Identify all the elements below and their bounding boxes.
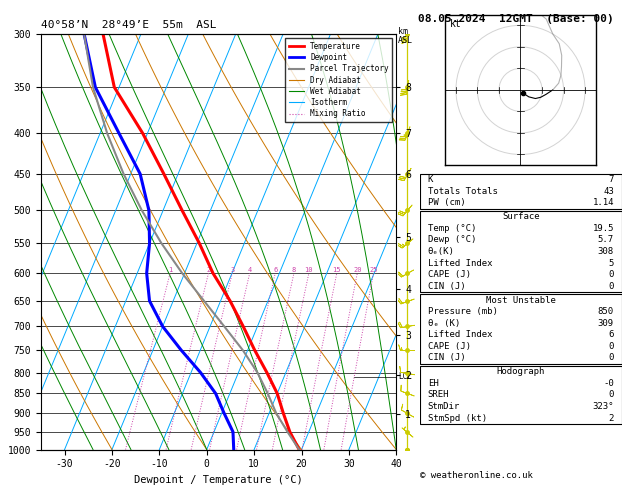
Text: 0: 0 bbox=[609, 282, 614, 291]
X-axis label: Dewpoint / Temperature (°C): Dewpoint / Temperature (°C) bbox=[134, 475, 303, 485]
Text: 43: 43 bbox=[603, 187, 614, 196]
Text: θₑ(K): θₑ(K) bbox=[428, 247, 455, 256]
Text: Hodograph: Hodograph bbox=[497, 367, 545, 376]
Text: SREH: SREH bbox=[428, 390, 449, 399]
Text: LCL: LCL bbox=[399, 372, 413, 382]
Bar bbox=[420, 366, 622, 424]
Text: Temp (°C): Temp (°C) bbox=[428, 224, 476, 233]
Text: 323°: 323° bbox=[593, 402, 614, 411]
Text: 5: 5 bbox=[609, 259, 614, 267]
Text: CAPE (J): CAPE (J) bbox=[428, 270, 470, 279]
Text: 850: 850 bbox=[598, 307, 614, 316]
Text: 15: 15 bbox=[333, 267, 341, 273]
Bar bbox=[420, 211, 622, 292]
Text: -0: -0 bbox=[603, 379, 614, 388]
Text: 5.7: 5.7 bbox=[598, 235, 614, 244]
Text: 4: 4 bbox=[248, 267, 252, 273]
Text: 0: 0 bbox=[609, 342, 614, 351]
Text: 25: 25 bbox=[369, 267, 378, 273]
Text: 0: 0 bbox=[609, 270, 614, 279]
Text: StmSpd (kt): StmSpd (kt) bbox=[428, 414, 487, 422]
Text: 0: 0 bbox=[609, 353, 614, 363]
Y-axis label: hPa: hPa bbox=[0, 232, 2, 252]
Text: 2: 2 bbox=[609, 414, 614, 422]
Text: Most Unstable: Most Unstable bbox=[486, 295, 556, 305]
Text: Totals Totals: Totals Totals bbox=[428, 187, 498, 196]
Text: 309: 309 bbox=[598, 319, 614, 328]
Text: 10: 10 bbox=[304, 267, 313, 273]
Text: Lifted Index: Lifted Index bbox=[428, 330, 492, 339]
Text: EH: EH bbox=[428, 379, 438, 388]
Text: 0: 0 bbox=[609, 390, 614, 399]
Text: 20: 20 bbox=[353, 267, 362, 273]
Text: 19.5: 19.5 bbox=[593, 224, 614, 233]
Text: StmDir: StmDir bbox=[428, 402, 460, 411]
Text: kt: kt bbox=[450, 19, 462, 29]
Text: 6: 6 bbox=[609, 330, 614, 339]
Text: Surface: Surface bbox=[502, 212, 540, 221]
Text: CAPE (J): CAPE (J) bbox=[428, 342, 470, 351]
Text: 7: 7 bbox=[609, 175, 614, 184]
Text: K: K bbox=[428, 175, 433, 184]
Text: © weatheronline.co.uk: © weatheronline.co.uk bbox=[420, 471, 532, 480]
Text: 308: 308 bbox=[598, 247, 614, 256]
Text: θₑ (K): θₑ (K) bbox=[428, 319, 460, 328]
Text: Pressure (mb): Pressure (mb) bbox=[428, 307, 498, 316]
Text: 1: 1 bbox=[168, 267, 172, 273]
Bar bbox=[420, 294, 622, 364]
Text: 3: 3 bbox=[230, 267, 235, 273]
Text: 40°58’N  28°49’E  55m  ASL: 40°58’N 28°49’E 55m ASL bbox=[41, 20, 216, 31]
Text: 08.05.2024  12GMT  (Base: 00): 08.05.2024 12GMT (Base: 00) bbox=[418, 14, 614, 24]
Legend: Temperature, Dewpoint, Parcel Trajectory, Dry Adiabat, Wet Adiabat, Isotherm, Mi: Temperature, Dewpoint, Parcel Trajectory… bbox=[285, 38, 392, 122]
Text: Dewp (°C): Dewp (°C) bbox=[428, 235, 476, 244]
Text: PW (cm): PW (cm) bbox=[428, 198, 465, 208]
Text: 2: 2 bbox=[206, 267, 211, 273]
Text: 1.14: 1.14 bbox=[593, 198, 614, 208]
Text: CIN (J): CIN (J) bbox=[428, 282, 465, 291]
Text: CIN (J): CIN (J) bbox=[428, 353, 465, 363]
Bar bbox=[420, 174, 622, 208]
Text: km
ASL: km ASL bbox=[398, 27, 413, 45]
Text: 6: 6 bbox=[273, 267, 277, 273]
Text: 8: 8 bbox=[292, 267, 296, 273]
Text: Lifted Index: Lifted Index bbox=[428, 259, 492, 267]
